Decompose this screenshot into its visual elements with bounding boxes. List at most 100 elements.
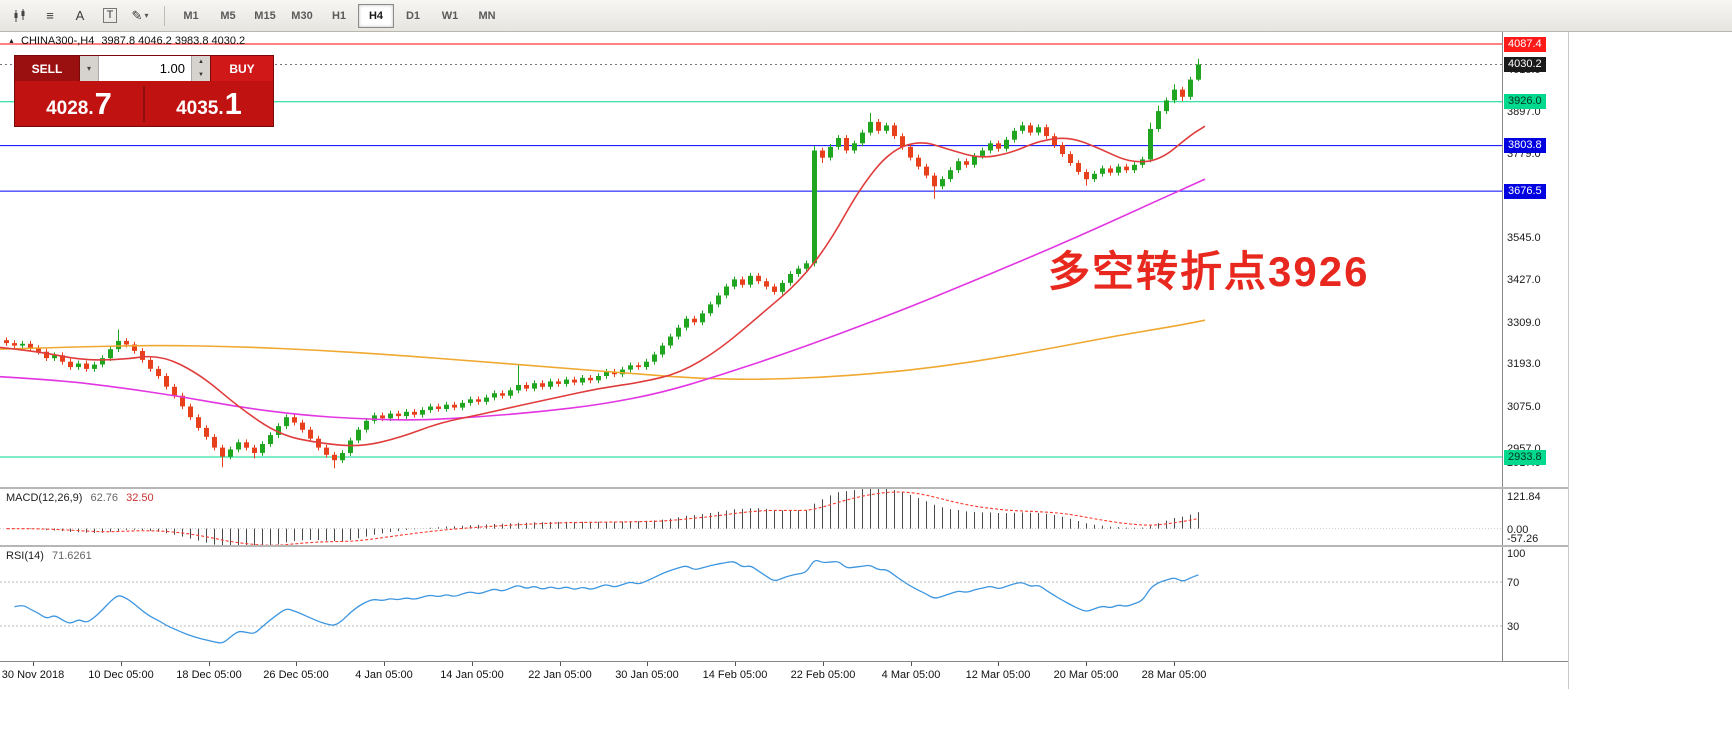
- line-studies-icon: ≡: [46, 8, 54, 23]
- time-label: 20 Mar 05:00: [1053, 669, 1119, 681]
- time-tick: [384, 662, 385, 666]
- time-tick: [911, 662, 912, 666]
- time-tick: [33, 662, 34, 666]
- text-label-tool[interactable]: T: [96, 3, 124, 29]
- timeframe-button-m30[interactable]: M30: [291, 9, 313, 22]
- trade-prices-row: 4028. 7 4035. 1: [15, 81, 273, 126]
- toolbar: ≡ A T ✎ ▾ M1 M5 M15 M30 H1 H4 D1 W1 MN: [0, 0, 1732, 32]
- buy-price-pips: 1: [224, 85, 242, 121]
- time-label: 14 Jan 05:00: [440, 669, 504, 681]
- time-label: 30 Jan 05:00: [615, 669, 679, 681]
- chevron-down-icon: ▾: [86, 64, 91, 73]
- timeframe-button-m15[interactable]: M15: [254, 9, 276, 22]
- rsi-axis[interactable]: 100 70 30: [1502, 547, 1568, 661]
- symbol-period-label: CHINA300-,H4: [21, 35, 95, 47]
- chart-title: ▲ CHINA300-,H4 3987.8 4046.2 3983.8 4030…: [8, 35, 249, 47]
- text-tool[interactable]: A: [66, 3, 94, 29]
- sell-button[interactable]: SELL: [15, 56, 80, 81]
- macd-histogram: [0, 489, 1502, 545]
- time-label: 4 Mar 05:00: [881, 669, 941, 681]
- time-tick: [1086, 662, 1087, 666]
- time-label: 10 Dec 05:00: [88, 669, 154, 681]
- volume-decrease-button[interactable]: ▼: [198, 71, 204, 78]
- price-line-label: 3676.5: [1504, 183, 1546, 199]
- price-axis[interactable]: 4015.03897.03779.03545.03427.03309.03193…: [1502, 32, 1568, 487]
- timeframe-button-h1[interactable]: H1: [331, 9, 347, 22]
- chart-annotation-text: 多空转折点3926: [1048, 248, 1370, 295]
- volume-dropdown-button[interactable]: ▾: [80, 56, 99, 81]
- time-label: 22 Jan 05:00: [528, 669, 592, 681]
- time-tick: [823, 662, 824, 666]
- buy-button[interactable]: BUY: [210, 56, 273, 81]
- rsi-axis-label: 70: [1507, 577, 1520, 589]
- line-studies-tool[interactable]: ≡: [36, 3, 64, 29]
- timeframe-button-mn[interactable]: MN: [478, 9, 496, 22]
- time-label: 12 Mar 05:00: [965, 669, 1031, 681]
- rsi-line-chart: [0, 559, 1502, 644]
- volume-increase-button[interactable]: ▲: [198, 59, 204, 66]
- time-label: 18 Dec 05:00: [176, 669, 242, 681]
- macd-pane[interactable]: MACD(12,26,9) 62.76 32.50 121.84 0.00 -57.…: [0, 489, 1568, 545]
- draw-tool[interactable]: ✎ ▾: [126, 3, 154, 29]
- chart-window: ▲ CHINA300-,H4 3987.8 4046.2 3983.8 4030…: [0, 32, 1569, 690]
- price-divider: [143, 85, 145, 122]
- time-tick: [121, 662, 122, 666]
- price-grid-label: 3545.0: [1507, 232, 1541, 245]
- price-line-label: 2933.8: [1504, 449, 1546, 465]
- time-label: 14 Feb 05:00: [702, 669, 768, 681]
- candlestick-chart[interactable]: [0, 32, 1502, 487]
- price-line-label: 3926.0: [1504, 94, 1546, 110]
- timeframe-button-d1[interactable]: D1: [405, 9, 421, 22]
- time-tick: [472, 662, 473, 666]
- price-grid-label: 3309.0: [1507, 316, 1541, 329]
- chevron-down-icon: ▾: [144, 11, 149, 20]
- sell-price[interactable]: 4028. 7: [15, 86, 143, 122]
- time-tick: [296, 662, 297, 666]
- main-chart-pane[interactable]: ▲ CHINA300-,H4 3987.8 4046.2 3983.8 4030…: [0, 32, 1568, 487]
- macd-value: 62.76: [90, 492, 119, 504]
- price-grid-label: 3427.0: [1507, 274, 1541, 287]
- price-line-label: 3803.8: [1504, 138, 1546, 154]
- volume-input[interactable]: [99, 56, 191, 81]
- pane-separator[interactable]: [0, 487, 1568, 489]
- price-line-label: 4087.4: [1504, 36, 1546, 52]
- time-label: 22 Feb 05:00: [790, 669, 856, 681]
- macd-signal-value: 32.50: [126, 492, 154, 504]
- trade-controls-row: SELL ▾ ▲ ▼ BUY: [15, 56, 273, 81]
- rsi-label: RSI(14) 71.6261: [6, 550, 92, 562]
- text-label-icon: T: [102, 8, 118, 23]
- price-grid-label: 3193.0: [1507, 358, 1541, 371]
- timeframe-button-m5[interactable]: M5: [220, 9, 236, 22]
- toolbar-separator: [164, 5, 165, 26]
- one-click-trading-panel: SELL ▾ ▲ ▼ BUY 4028. 7 4035.: [14, 55, 274, 127]
- chart-type-tool[interactable]: [6, 3, 34, 29]
- ohlc-values: 3987.8 4046.2 3983.8 4030.2: [101, 35, 246, 47]
- text-tool-icon: A: [75, 8, 85, 23]
- time-tick: [998, 662, 999, 666]
- macd-axis[interactable]: 121.84 0.00 -57.26: [1502, 489, 1568, 545]
- candlestick-chart-icon: [14, 8, 25, 22]
- sell-price-main: 4028.: [46, 97, 94, 119]
- time-label: 28 Mar 05:00: [1141, 669, 1207, 681]
- time-label: 26 Dec 05:00: [263, 669, 329, 681]
- rsi-axis-label: 30: [1507, 621, 1520, 633]
- macd-axis-label: 121.84: [1507, 491, 1541, 504]
- sell-price-pips: 7: [94, 85, 112, 121]
- rsi-axis-label: 100: [1507, 548, 1526, 560]
- rsi-pane[interactable]: RSI(14) 71.6261 100 70 30: [0, 547, 1568, 661]
- time-tick: [1174, 662, 1175, 666]
- timeframe-button-h4[interactable]: H4: [358, 3, 394, 28]
- buy-price[interactable]: 4035. 1: [145, 86, 273, 122]
- macd-axis-label: 0.00: [1507, 523, 1529, 536]
- buy-price-main: 4035.: [176, 97, 224, 119]
- timeframe-button-m1[interactable]: M1: [183, 9, 199, 22]
- macd-axis-label: -57.26: [1507, 533, 1539, 545]
- timeframe-button-w1[interactable]: W1: [441, 9, 459, 22]
- macd-label: MACD(12,26,9) 62.76 32.50: [6, 492, 154, 504]
- macd-name: MACD(12,26,9): [6, 492, 83, 504]
- rsi-value: 71.6261: [51, 550, 92, 562]
- pencil-icon: ✎: [131, 7, 143, 23]
- time-axis[interactable]: 30 Nov 2018 10 Dec 05:00 18 Dec 05:00 26 De…: [0, 661, 1568, 690]
- pane-separator[interactable]: [0, 545, 1568, 547]
- time-tick: [209, 662, 210, 666]
